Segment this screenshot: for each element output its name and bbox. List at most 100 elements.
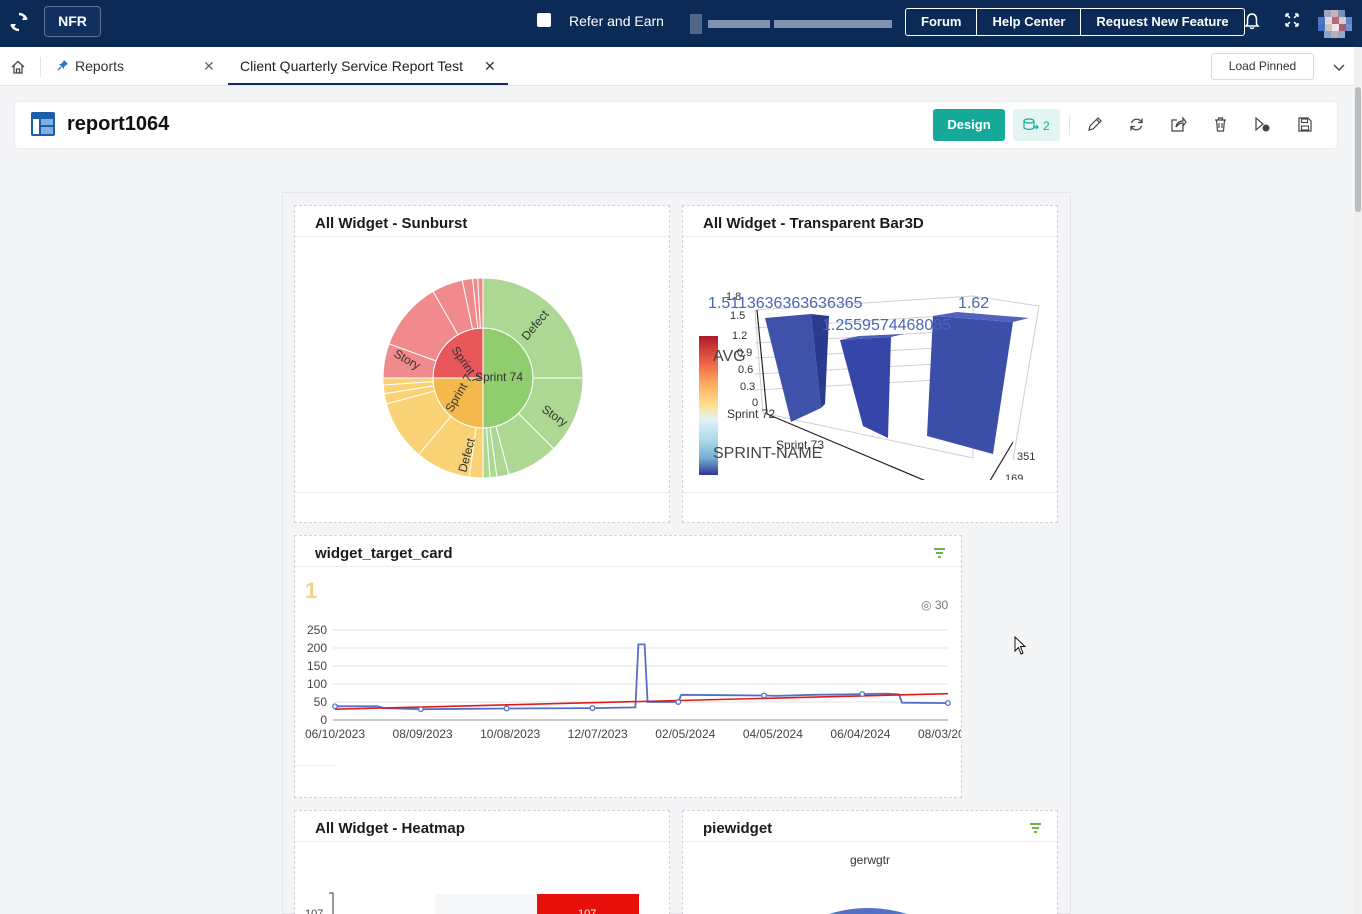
target-card-widget[interactable]: widget_target_card 1 ◎ 30 250 200 150 100 50… <box>294 535 962 798</box>
load-pinned-button[interactable]: Load Pinned <box>1211 53 1314 80</box>
design-button[interactable]: Design <box>933 109 1005 141</box>
sunburst-widget[interactable]: All Widget - Sunburst Sprint 74 Sprint 7… <box>294 205 670 523</box>
series-line[interactable] <box>335 643 949 711</box>
widget-title: widget_target_card <box>315 545 453 562</box>
target-icon: ◎ <box>921 598 932 612</box>
sunburst-label-center: Sprint 74 <box>475 370 523 384</box>
datasource-button[interactable]: 2 <box>1013 109 1060 141</box>
heatmap-cell[interactable] <box>537 894 639 914</box>
workspace-selector[interactable]: NFR <box>44 6 101 37</box>
delete-trash-icon[interactable] <box>1212 116 1229 133</box>
xtick: 08/03/2024 <box>918 727 961 741</box>
tab-divider <box>40 57 41 77</box>
user-avatar[interactable] <box>1318 8 1352 40</box>
widget-title: All Widget - Heatmap <box>315 820 465 837</box>
bar3d-bar[interactable] <box>927 316 1013 454</box>
bar3d-chart[interactable]: 1.8 1.5 1.2 0.9 0.6 0.3 0 Sprint 72 Spri… <box>683 238 1057 480</box>
refer-and-earn-link[interactable]: Refer and Earn <box>569 13 664 29</box>
ytick: 250 <box>307 623 327 637</box>
data-point[interactable] <box>332 703 338 710</box>
heatmap-chart[interactable]: 107 107 <box>295 891 669 914</box>
xtick: 08/09/2023 <box>393 727 453 741</box>
scrollbar-thumb[interactable] <box>1355 87 1361 212</box>
gift-icon[interactable] <box>537 13 551 27</box>
xtick: 06/10/2023 <box>305 727 365 741</box>
widget-divider <box>683 841 1057 842</box>
heatmap-widget[interactable]: All Widget - Heatmap 107 107 <box>294 810 670 914</box>
close-tab-icon[interactable]: ✕ <box>484 58 496 74</box>
data-point[interactable] <box>761 692 768 699</box>
ytick: 200 <box>307 641 327 655</box>
sunburst-slice[interactable] <box>477 277 484 329</box>
data-point[interactable] <box>945 700 951 707</box>
data-point[interactable] <box>859 691 866 698</box>
bar3d-ticks: 1.8 1.5 1.2 0.9 0.6 0.3 0 Sprint 72 Spri… <box>726 291 1035 480</box>
forum-link[interactable]: Forum <box>906 9 978 35</box>
widget-title: piewidget <box>703 820 773 837</box>
y-axis-label: AVG <box>713 348 746 365</box>
filter-icon[interactable] <box>1029 822 1042 834</box>
refresh-icon[interactable] <box>1128 116 1145 133</box>
page-scrollbar[interactable] <box>1354 47 1362 914</box>
pin-icon[interactable] <box>57 59 69 71</box>
chevron-down-icon[interactable] <box>1332 60 1346 74</box>
bar3d-axes <box>756 309 1014 480</box>
bar3d-widget[interactable]: All Widget - Transparent Bar3D <box>682 205 1058 523</box>
edit-pencil-icon[interactable] <box>1086 116 1103 133</box>
heatmap-cell[interactable] <box>435 894 537 914</box>
mouse-cursor-icon <box>1014 636 1027 655</box>
ytick: 0.3 <box>740 381 755 393</box>
fullscreen-icon[interactable] <box>1284 12 1300 28</box>
trend-line[interactable] <box>334 692 949 710</box>
xtick: 06/04/2024 <box>830 727 890 741</box>
bar3d-bars[interactable] <box>765 312 1029 454</box>
app-logo-icon[interactable] <box>8 11 30 33</box>
filter-icon[interactable] <box>933 547 946 559</box>
line-chart-series[interactable] <box>332 643 951 713</box>
help-center-link[interactable]: Help Center <box>977 9 1082 35</box>
data-point[interactable] <box>589 705 596 712</box>
top-navigation-bar: NFR Refer and Earn Forum Help Center Req… <box>0 0 1362 47</box>
close-tab-icon[interactable]: ✕ <box>203 58 215 74</box>
tab-reports[interactable]: Reports ✕ <box>55 47 220 85</box>
pie-chart[interactable] <box>823 906 913 914</box>
visual-map-legend[interactable] <box>699 336 718 475</box>
sunburst-slice[interactable] <box>482 277 584 379</box>
save-icon[interactable] <box>1296 116 1313 133</box>
bar-value-label: 1.2559574468085 <box>822 317 951 334</box>
widget-divider <box>295 566 961 567</box>
pie-slice[interactable] <box>823 908 913 914</box>
sunburst-slices[interactable] <box>382 277 584 479</box>
data-point[interactable] <box>503 705 510 712</box>
ytick: 0.6 <box>738 364 753 376</box>
target-line-chart[interactable]: 250 200 150 100 50 0 06/10/2023 08/09/2023 10/0… <box>295 620 961 750</box>
bar3d-axis-labels: AVG SPRINT-NAME <box>713 348 822 462</box>
bar3d-bar-top <box>840 334 904 340</box>
data-point[interactable] <box>417 706 424 713</box>
report-header: report1064 Design 2 <box>15 102 1337 148</box>
xtick: 12/07/2023 <box>568 727 628 741</box>
blurred-user-info <box>690 14 892 34</box>
data-point[interactable] <box>675 699 682 705</box>
tab-client-quarterly-report[interactable]: Client Quarterly Service Report Test ✕ <box>228 47 508 85</box>
sunburst-chart[interactable]: Sprint 74 Sprint 7 Sprint 7 Defect Story… <box>295 238 669 492</box>
ytick: 50 <box>314 695 328 709</box>
tab-label: Client Quarterly Service Report Test <box>240 58 464 74</box>
share-icon[interactable] <box>1170 116 1187 133</box>
target-indicator: ◎ 30 <box>921 598 948 612</box>
bar3d-value-labels: 1.5113636363636365 1.62 1.2559574468085 <box>708 295 989 334</box>
schedule-run-icon[interactable] <box>1254 116 1271 133</box>
bell-icon[interactable] <box>1243 12 1261 30</box>
widget-footer <box>683 492 1057 493</box>
x-axis-label: SPRINT-NAME <box>713 445 822 462</box>
xtick: 10/08/2023 <box>480 727 540 741</box>
pie-widget[interactable]: piewidget gerwgtr <box>682 810 1058 914</box>
home-icon[interactable] <box>10 59 26 75</box>
ytick: 1.5 <box>730 310 745 322</box>
widget-title: All Widget - Transparent Bar3D <box>703 215 924 232</box>
line-chart-yticks: 250 200 150 100 50 0 <box>307 623 327 727</box>
bar3d-bar[interactable] <box>840 337 891 438</box>
request-feature-link[interactable]: Request New Feature <box>1096 14 1229 29</box>
bar3d-bar[interactable] <box>765 314 821 422</box>
xtick: 04/05/2024 <box>743 727 803 741</box>
